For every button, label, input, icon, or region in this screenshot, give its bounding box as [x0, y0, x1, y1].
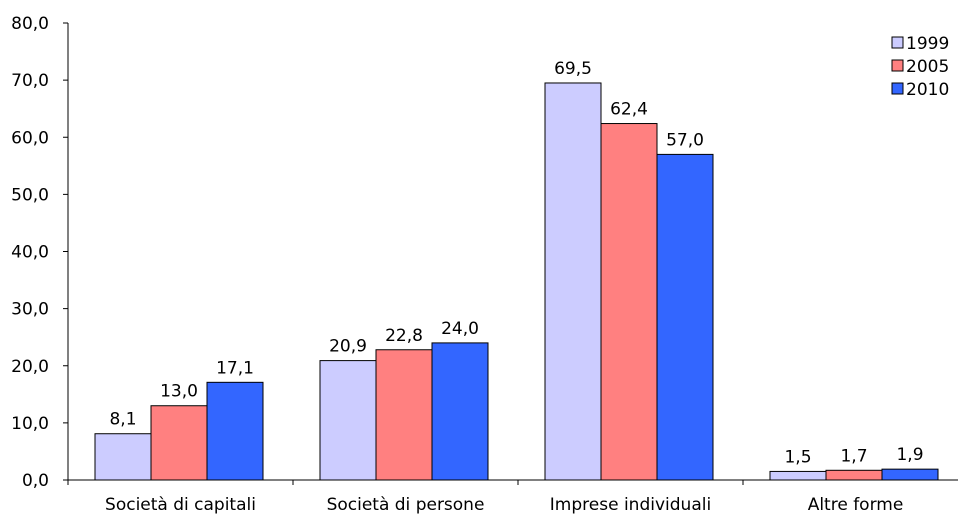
x-category-label: Altre forme: [808, 495, 904, 515]
data-label: 20,9: [329, 337, 367, 357]
y-tick-label: 50,0: [11, 185, 49, 205]
y-tick-label: 40,0: [11, 243, 49, 263]
bar-1999: [544, 82, 602, 481]
data-label: 22,8: [385, 326, 423, 346]
y-tick-label: 60,0: [11, 128, 49, 148]
data-label: 17,1: [216, 358, 254, 378]
bar-2010: [206, 381, 264, 481]
y-tick-label: 70,0: [11, 71, 49, 91]
x-category-label: Società di capitali: [105, 495, 256, 515]
y-tick-label: 20,0: [11, 357, 49, 377]
legend-swatch-2010: [891, 82, 904, 95]
data-label: 8,1: [109, 410, 136, 430]
y-tick-label: 80,0: [11, 14, 49, 34]
legend-label: 2010: [906, 80, 949, 100]
bar-2005: [825, 469, 883, 481]
bar-2005: [600, 123, 658, 481]
data-label: 69,5: [554, 59, 592, 79]
y-tick-label: 0,0: [22, 471, 49, 491]
data-label: 1,9: [896, 445, 923, 465]
legend: 1999 2005 2010: [891, 34, 949, 100]
data-label: 1,7: [840, 446, 867, 466]
bar-1999: [94, 433, 152, 481]
data-label: 24,0: [441, 319, 479, 339]
bar-2005: [150, 405, 208, 481]
bar-2010: [431, 342, 489, 481]
y-tick-label: 30,0: [11, 300, 49, 320]
legend-swatch-1999: [891, 36, 904, 49]
y-tick-label: 10,0: [11, 414, 49, 434]
bar-1999: [319, 360, 377, 481]
legend-swatch-2005: [891, 59, 904, 72]
bar-2010: [881, 468, 939, 481]
data-label: 13,0: [160, 382, 198, 402]
x-category-label: Imprese individuali: [550, 495, 711, 515]
axes: 0,0 10,0 20,0 30,0 40,0 50,0 60,0 70,0 80,0 Socie…: [11, 14, 958, 515]
legend-label: 2005: [906, 57, 949, 77]
data-label: 1,5: [784, 447, 811, 467]
data-label: 57,0: [666, 130, 704, 150]
data-label: 62,4: [610, 100, 648, 120]
legend-label: 1999: [906, 34, 949, 54]
data-labels: 8,1 13,0 17,1 20,9 22,8 24,0 69,5 62,4 57,0 1,5 1,…: [109, 59, 923, 467]
bars: [94, 82, 939, 481]
bar-2010: [656, 153, 714, 481]
bar-1999: [769, 470, 827, 481]
bar-2005: [375, 349, 433, 481]
x-category-label: Società di persone: [327, 495, 485, 515]
